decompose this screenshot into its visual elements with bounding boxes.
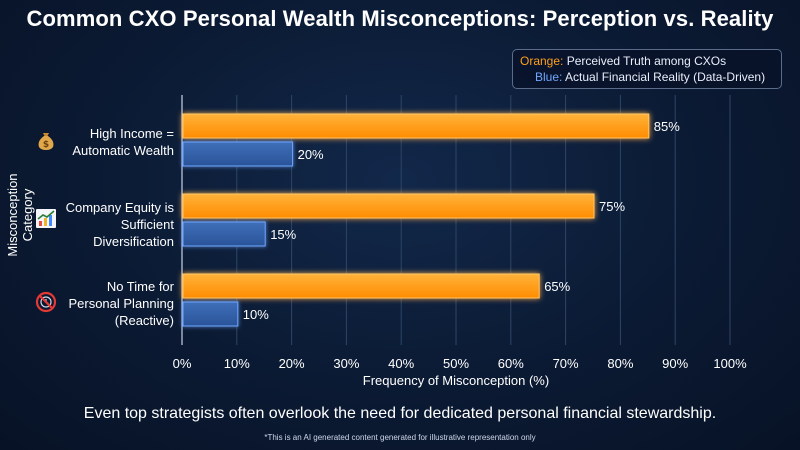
value-label-perceived-1: 85%: [654, 119, 680, 134]
disclaimer: *This is an AI generated content generat…: [264, 433, 536, 442]
value-label-actual-1: 20%: [298, 147, 324, 162]
category-label-line: (Reactive): [114, 313, 174, 328]
bar-perceived-3: [182, 273, 540, 299]
category-label-1: High Income = Automatic Wealth: [50, 125, 174, 159]
bar-actual-1: [182, 141, 294, 167]
category-label-3: No Time for Personal Planning (Reactive): [50, 278, 174, 329]
x-tick-label: 70%: [553, 356, 579, 371]
category-label-line: Company Equity is: [65, 200, 174, 215]
x-tick-label: 30%: [333, 356, 359, 371]
value-label-actual-3: 10%: [243, 307, 269, 322]
no-clock-icon: [35, 291, 57, 313]
value-label-actual-2: 15%: [270, 227, 296, 242]
value-label-perceived-3: 65%: [544, 279, 570, 294]
footer-caption: Even top strategists often overlook the …: [83, 405, 717, 422]
svg-text:$: $: [43, 140, 49, 150]
legend-blue-text: Actual Financial Reality (Data-Driven): [565, 70, 766, 84]
x-tick-label: 60%: [498, 356, 524, 371]
category-label-line: Automatic Wealth: [72, 143, 174, 158]
growth-chart-icon: [36, 209, 56, 228]
x-tick-label: 0%: [173, 356, 192, 371]
bar-actual-3: [182, 301, 239, 327]
value-label-perceived-2: 75%: [599, 199, 625, 214]
category-label-line: Sufficient: [120, 217, 174, 232]
legend-orange-label: Orange:: [520, 54, 564, 68]
bar-perceived-2: [182, 193, 595, 219]
x-tick-label: 100%: [713, 356, 747, 371]
category-label-line: Personal Planning: [68, 296, 174, 311]
category-label-line: Diversification: [93, 234, 174, 249]
chart-title: Common CXO Personal Wealth Misconception…: [26, 6, 774, 31]
bar-perceived-1: [182, 113, 650, 139]
category-label-line: High Income =: [89, 126, 174, 141]
legend: Orange: Perceived Truth among CXOs Blue:…: [512, 49, 782, 89]
x-axis-label: Frequency of Misconception (%): [362, 373, 550, 388]
category-label-line: No Time for: [106, 279, 174, 294]
money-bag-icon: $: [38, 133, 54, 150]
x-tick-label: 20%: [279, 356, 305, 371]
x-tick-label: 40%: [388, 356, 414, 371]
x-tick-label: 90%: [662, 356, 688, 371]
x-tick-label: 50%: [443, 356, 469, 371]
category-label-2: Company Equity is Sufficient Diversifica…: [50, 199, 174, 250]
x-tick-label: 80%: [607, 356, 633, 371]
legend-blue-label: Blue:: [535, 70, 563, 84]
bar-actual-2: [182, 221, 266, 247]
legend-orange-text: Perceived Truth among CXOs: [566, 54, 727, 68]
legend-item-orange: Orange: Perceived Truth among CXOs: [520, 53, 781, 69]
x-tick-label: 10%: [224, 356, 250, 371]
legend-item-blue: Blue: Actual Financial Reality (Data-Dri…: [520, 69, 781, 85]
